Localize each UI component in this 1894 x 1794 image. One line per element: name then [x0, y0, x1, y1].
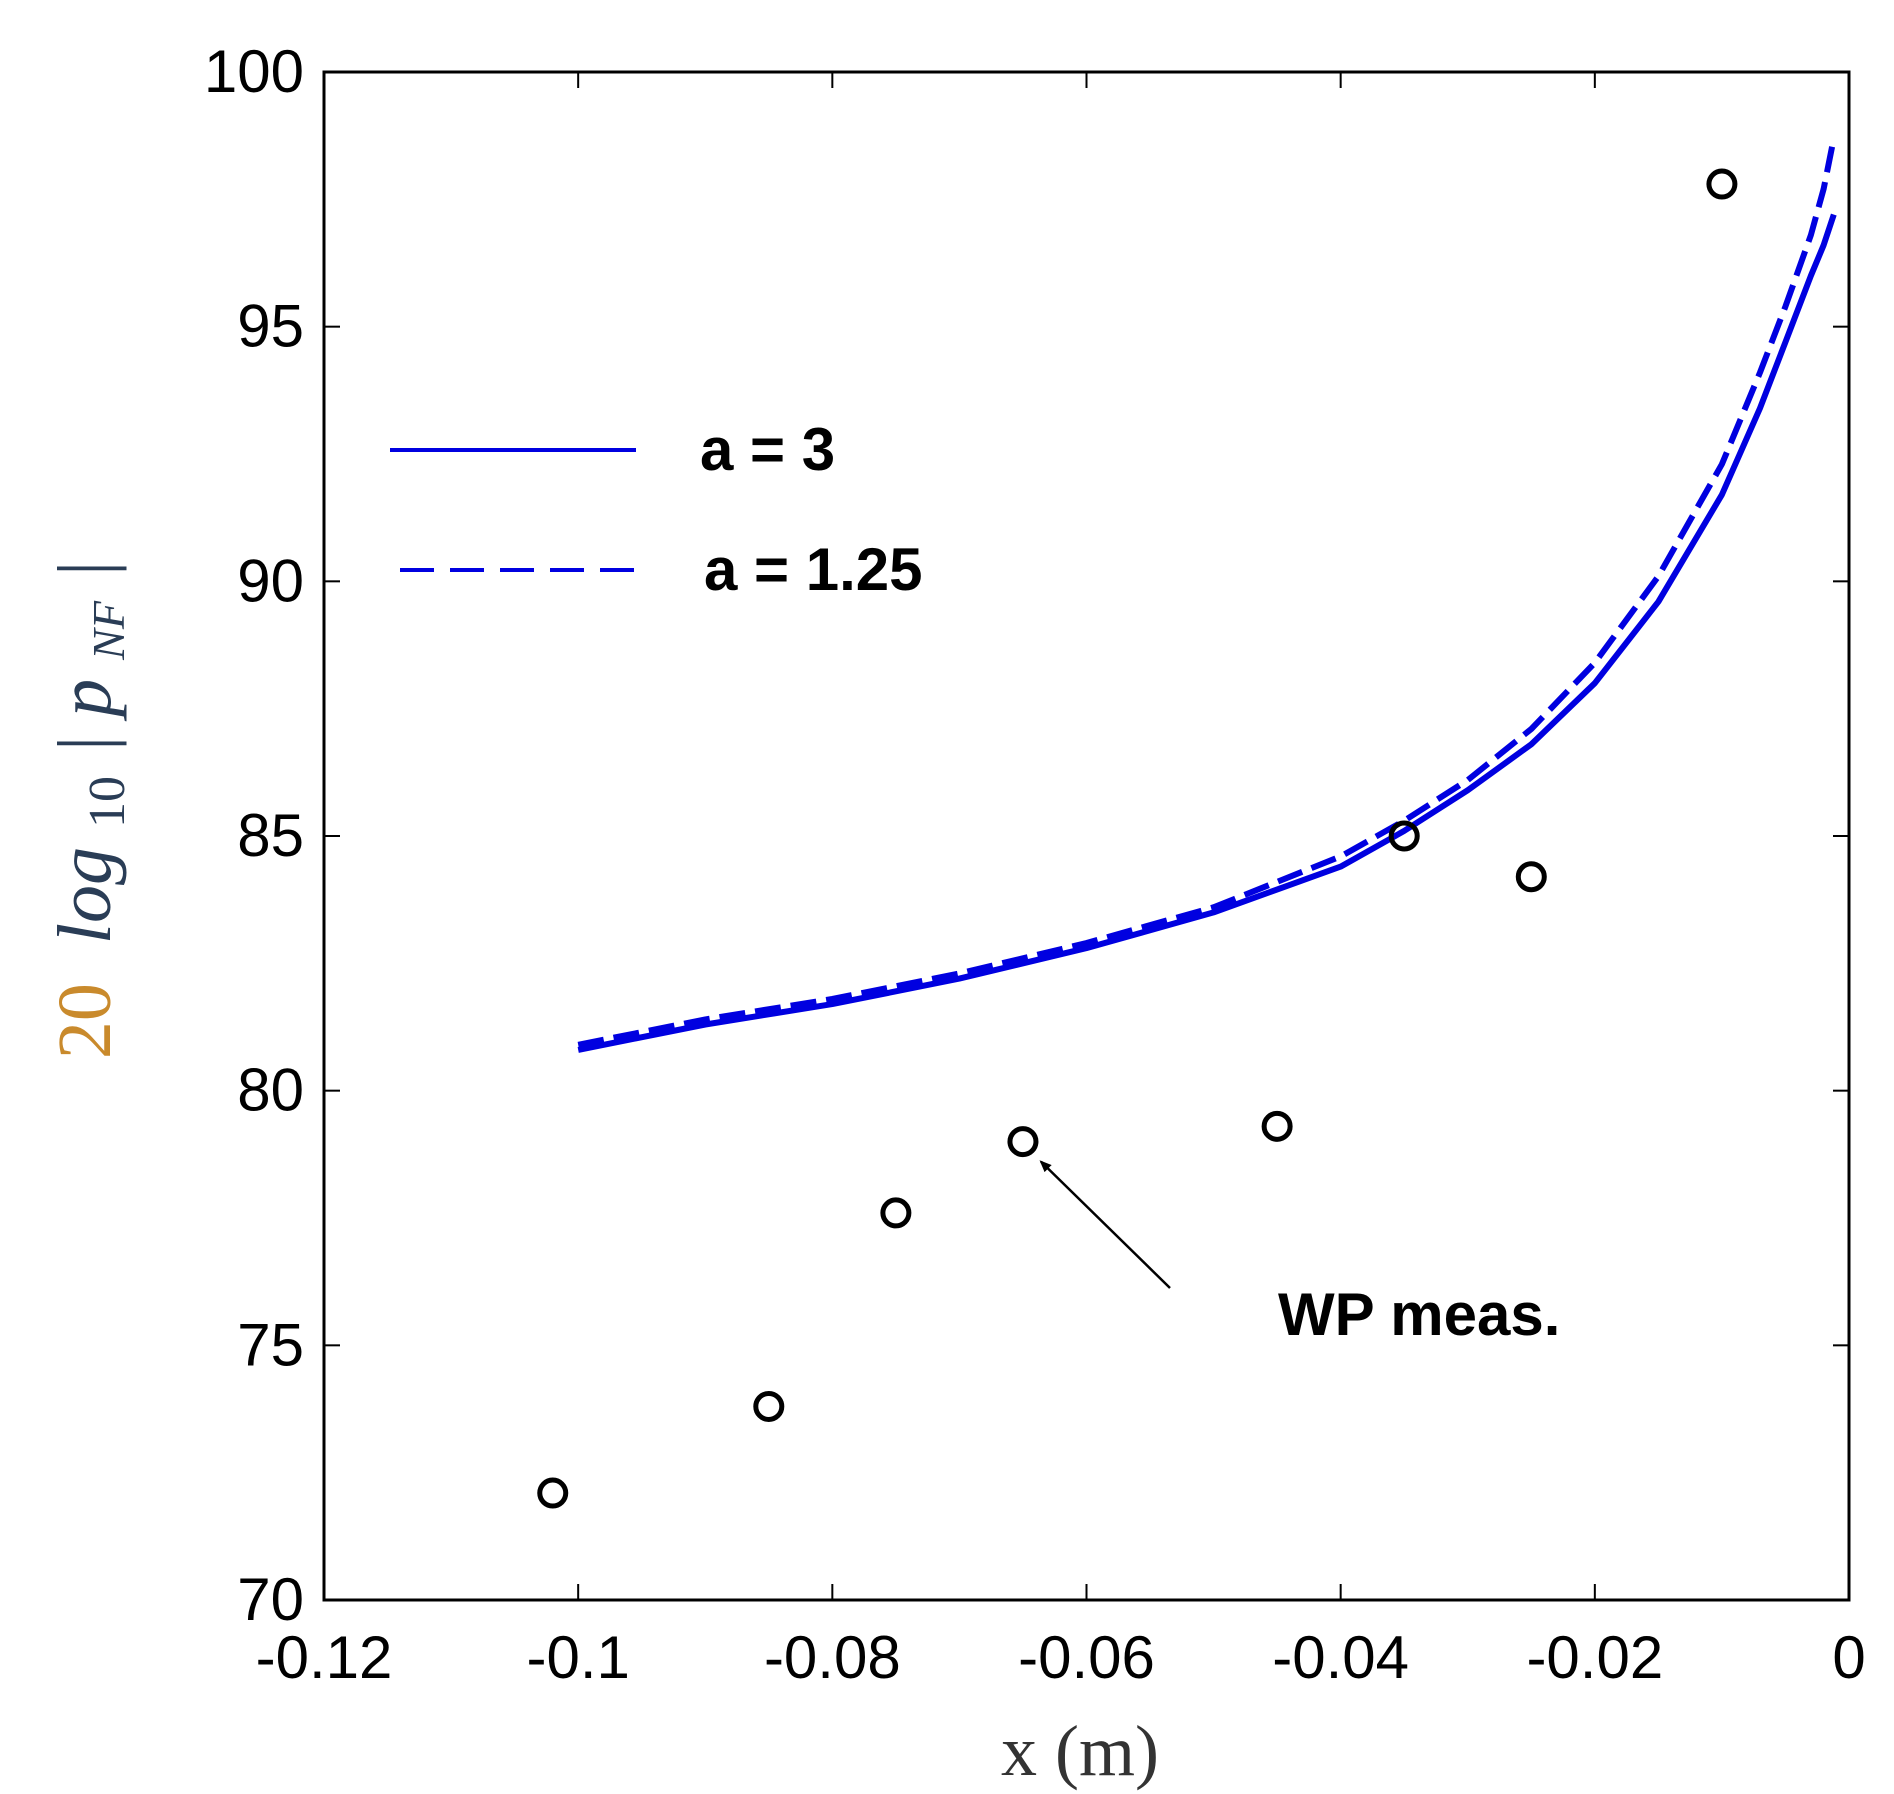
x-tick-label: -0.12: [256, 1624, 393, 1691]
ylabel-log-sub: 10: [79, 776, 136, 828]
x-tick-label: -0.1: [526, 1624, 629, 1691]
ylabel-body: p: [43, 679, 127, 722]
data-point-wp-meas: [753, 1390, 785, 1422]
data-point-wp-meas: [1706, 168, 1738, 200]
data-point-wp-meas: [880, 1197, 912, 1229]
annotation-arrow: [1039, 1160, 1171, 1289]
ylabel-log: log: [43, 847, 127, 944]
annotation-label: WP meas.: [1278, 1281, 1560, 1348]
data-point-wp-meas: [1515, 861, 1547, 893]
annotation: WP meas.: [1039, 1160, 1560, 1348]
ylabel-close-bar: |: [43, 561, 127, 576]
plot-frame: [322, 70, 1851, 1602]
y-axis-ticks: 70 75 80 85 90 95 100: [204, 38, 1849, 1633]
y-axis-label: 20 log 10 | p NF |: [43, 561, 141, 1059]
legend-label-a3: a = 3: [700, 416, 835, 483]
x-tick-label: -0.02: [1526, 1624, 1663, 1691]
y-tick-label: 95: [237, 293, 304, 360]
ylabel-body-sub: NF: [83, 600, 134, 661]
series-layer: [537, 137, 1837, 1509]
data-point-wp-meas: [1261, 1110, 1293, 1142]
svg-text:20 log 10 |: 20 log 10 | p NF |: [43, 561, 141, 1059]
y-tick-label: 100: [204, 38, 304, 105]
data-point-wp-meas: [1388, 820, 1420, 852]
series-line-a-1-25: [577, 137, 1837, 1048]
legend: a = 3 a = 1.25: [390, 416, 923, 603]
ylabel-prefix: 20: [43, 983, 127, 1059]
x-axis-label: x (m): [1001, 1711, 1159, 1791]
y-tick-label: 70: [237, 1566, 304, 1633]
x-tick-label: -0.06: [1018, 1624, 1155, 1691]
data-point-wp-meas: [1007, 1126, 1039, 1158]
x-axis-ticks: -0.12 -0.1 -0.08 -0.06 -0.04 -0.02 0: [256, 72, 1866, 1691]
y-tick-label: 85: [237, 802, 304, 869]
y-tick-label: 80: [237, 1057, 304, 1124]
series-line-a-3: [577, 213, 1837, 1053]
x-tick-label: -0.08: [764, 1624, 901, 1691]
y-tick-label: 75: [237, 1311, 304, 1378]
legend-label-a125: a = 1.25: [704, 536, 923, 603]
x-tick-label: -0.04: [1272, 1624, 1409, 1691]
x-tick-label: 0: [1832, 1624, 1865, 1691]
data-point-wp-meas: [537, 1477, 569, 1509]
y-tick-label: 90: [237, 547, 304, 614]
ylabel-open-bar: |: [43, 736, 127, 751]
